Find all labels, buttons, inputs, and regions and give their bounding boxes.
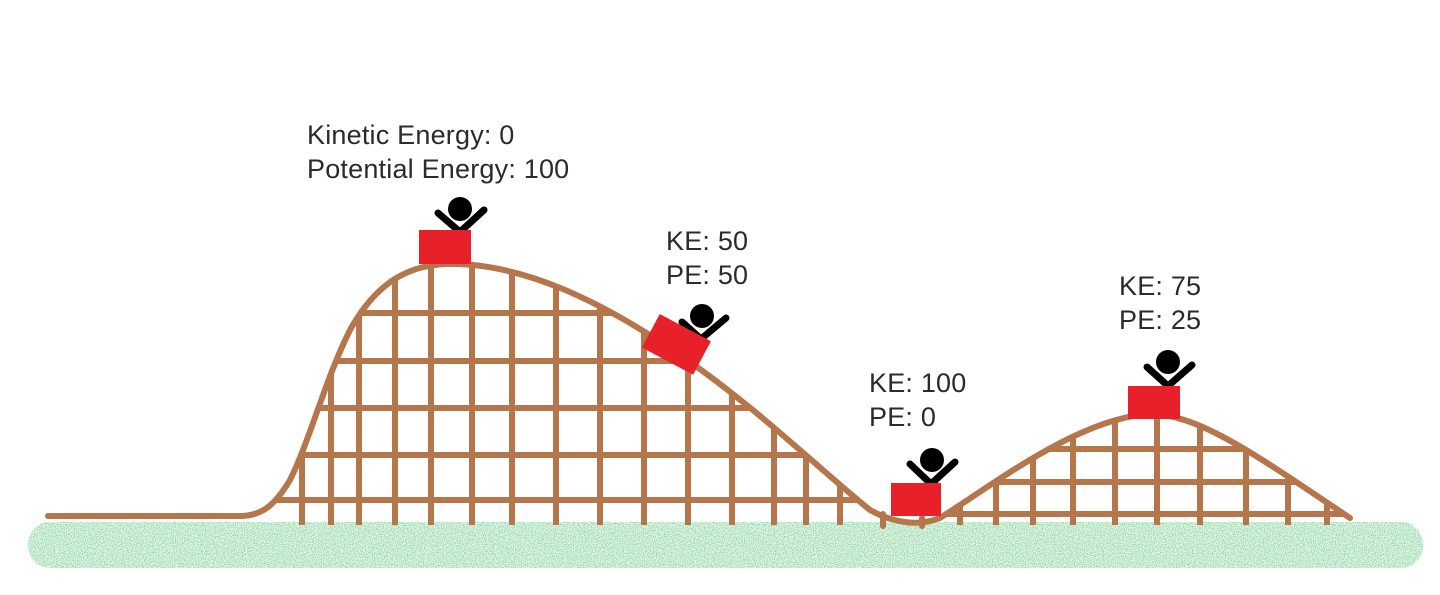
energy-label-second-hill: KE: 75 PE: 25 (1119, 269, 1201, 337)
potential-energy-text: PE: 0 (869, 402, 937, 432)
grass-ground (28, 522, 1423, 568)
rider-icon (906, 448, 959, 488)
potential-energy-text: PE: 25 (1119, 305, 1202, 335)
kinetic-energy-text: Kinetic Energy: 0 (307, 120, 515, 150)
potential-energy-text: Potential Energy: 100 (307, 154, 570, 184)
cart-icon (419, 230, 471, 264)
energy-label-top: Kinetic Energy: 0 Potential Energy: 100 (307, 118, 569, 186)
energy-label-slope: KE: 50 PE: 50 (666, 224, 748, 292)
energy-label-bottom: KE: 100 PE: 0 (869, 366, 966, 434)
rider-icon (1143, 350, 1196, 390)
kinetic-energy-text: KE: 50 (666, 226, 749, 256)
cart-bottom (891, 448, 959, 516)
kinetic-energy-text: KE: 75 (1119, 271, 1202, 301)
coaster-track (45, 260, 1353, 526)
cart-icon (1128, 386, 1180, 419)
cart-slope (641, 304, 730, 375)
cart-icon (641, 313, 711, 375)
cart-hill2 (1128, 350, 1196, 419)
cart-icon (891, 483, 941, 516)
hill-1-scaffolding (248, 262, 880, 525)
cart-top (419, 197, 488, 264)
rider-icon (434, 197, 488, 236)
potential-energy-text: PE: 50 (666, 260, 749, 290)
kinetic-energy-text: KE: 100 (869, 368, 967, 398)
